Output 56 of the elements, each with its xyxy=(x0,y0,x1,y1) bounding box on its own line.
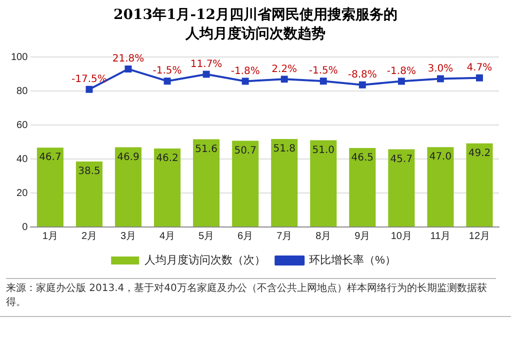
x-tick-label: 4月 xyxy=(159,230,176,242)
data-label: 46.7 xyxy=(39,152,62,164)
x-tick-label: 6月 xyxy=(238,230,254,242)
y-tick-label: 20 xyxy=(16,188,28,199)
x-tick-label: 8月 xyxy=(316,230,332,242)
point xyxy=(320,78,327,85)
data-label: 38.5 xyxy=(78,166,100,178)
data-label: -1.8% xyxy=(230,66,260,77)
y-tick-label: 40 xyxy=(16,154,28,165)
point xyxy=(476,74,483,82)
data-label: -8.8% xyxy=(348,69,377,80)
point xyxy=(358,81,366,88)
point xyxy=(242,78,249,85)
data-label: 3.0% xyxy=(428,63,454,74)
chart-title: 2013年1月-12月四川省网民使用搜索服务的人均月度访问次数趋势 xyxy=(112,6,398,44)
y-tick-label: 60 xyxy=(16,120,28,131)
data-label: 51.8 xyxy=(273,144,296,155)
data-label: -1.5% xyxy=(152,66,182,77)
data-label: 50.7 xyxy=(234,145,256,156)
data-label: 46.2 xyxy=(156,153,178,164)
point xyxy=(124,66,132,72)
x-tick-label: 7月 xyxy=(276,230,292,242)
x-tick-label: 5月 xyxy=(198,230,214,242)
data-label: 46.5 xyxy=(351,152,374,164)
data-label: 49.2 xyxy=(468,148,491,159)
x-tick-label: 2月 xyxy=(81,230,98,242)
x-tick-label: 11月 xyxy=(430,230,451,242)
data-label: 51.6 xyxy=(195,144,218,155)
point xyxy=(436,75,444,82)
x-tick-label: 1月 xyxy=(42,230,58,242)
data-label: 46.9 xyxy=(117,152,140,163)
data-label: 2.2% xyxy=(272,64,298,75)
data-label: 47.0 xyxy=(429,152,452,163)
point xyxy=(202,70,210,78)
x-tick-label: 12月 xyxy=(468,230,490,242)
point xyxy=(86,86,93,93)
data-label: -17.5% xyxy=(72,74,107,85)
legend-label: 环比增长率（%） xyxy=(309,254,396,267)
data-label: 51.0 xyxy=(312,144,335,156)
x-tick-label: 9月 xyxy=(354,230,370,242)
data-label: 45.7 xyxy=(390,154,413,165)
x-tick-label: 10月 xyxy=(390,230,412,242)
x-tick-label: 3月 xyxy=(120,230,136,242)
data-label: 21.8% xyxy=(112,54,144,65)
point xyxy=(280,76,288,83)
data-label: 11.7% xyxy=(190,58,222,70)
y-tick-label: 0 xyxy=(22,222,28,233)
y-tick-label: 80 xyxy=(16,86,28,97)
data-label: -1.5% xyxy=(308,66,338,77)
y-tick-label: 100 xyxy=(10,52,28,63)
legend-label: 人均月度访问次数（次） xyxy=(144,254,266,267)
source-note: 来源：家庭办公版 2013.4，基于对40万名家庭及办公（不含公共上网地点）样本网络行为的长期监测数据获得。 xyxy=(6,278,496,310)
data-label: 4.7% xyxy=(466,62,492,74)
data-label: -1.8% xyxy=(386,66,416,77)
point xyxy=(398,78,405,85)
point xyxy=(164,78,171,85)
